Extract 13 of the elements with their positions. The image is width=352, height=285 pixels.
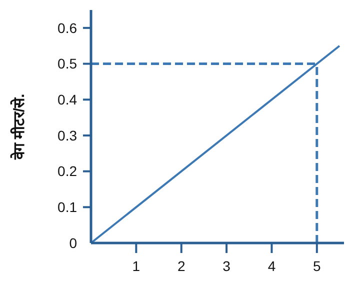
y-tick-label: 0.4 xyxy=(58,92,78,108)
y-tick-label: 0 xyxy=(69,234,78,251)
y-tick-label: 0.1 xyxy=(58,199,78,216)
y-axis-title: वेग मीटर/से. xyxy=(10,94,28,160)
y-tick-label: 0.2 xyxy=(58,163,78,180)
y-tick-label: 0.3 xyxy=(58,127,78,144)
x-tick-label: 3 xyxy=(222,258,231,274)
y-tick-label: 0.5 xyxy=(58,56,78,72)
x-tick-label: 2 xyxy=(177,258,186,274)
y-tick-label: 0.6 xyxy=(58,20,78,36)
x-tick-label: 4 xyxy=(268,258,276,274)
x-tick-label: 5 xyxy=(312,258,321,274)
x-tick-label: 1 xyxy=(132,258,140,274)
